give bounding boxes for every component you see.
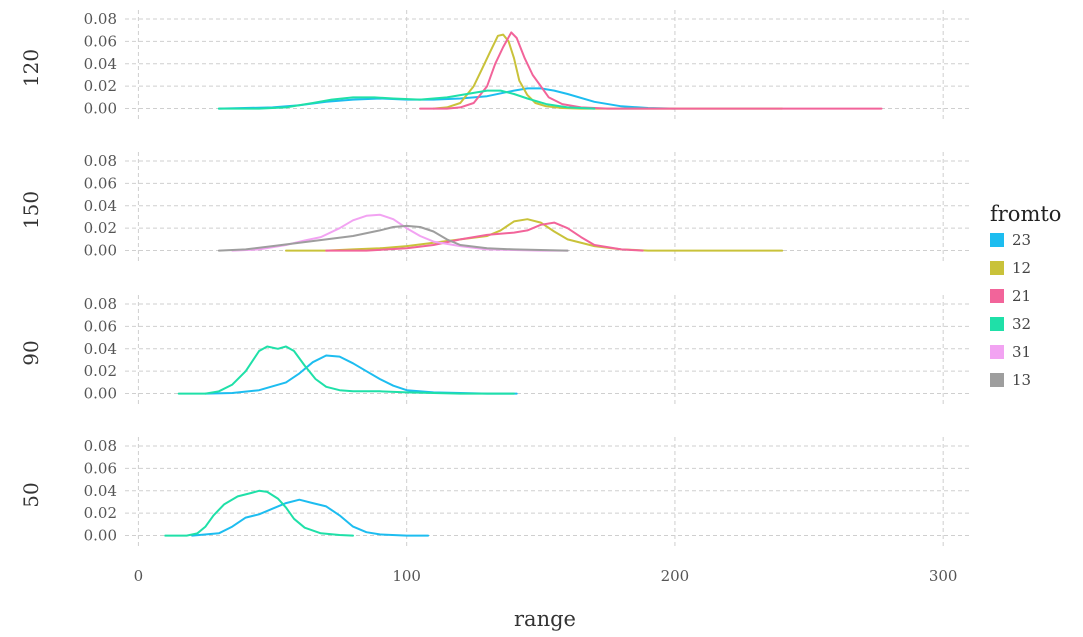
y-tick-label: 0.04	[84, 197, 117, 215]
legend: fromto 23 12 21 32 31 13	[990, 202, 1061, 389]
legend-swatch	[990, 233, 1004, 247]
y-tick-label: 0.04	[84, 55, 117, 73]
series-line-31	[231, 213, 569, 252]
series-line-32	[177, 345, 515, 395]
y-tick-label: 0.06	[84, 32, 117, 50]
y-tick-label: 0.08	[84, 295, 117, 313]
series-line-23	[191, 498, 430, 537]
legend-item-31: 31	[990, 343, 1031, 361]
facet-label: 50	[19, 482, 43, 507]
y-tick-label: 0.00	[84, 385, 117, 403]
y-tick-label: 0.08	[84, 152, 117, 170]
legend-item-23: 23	[990, 231, 1031, 249]
legend-label: 32	[1012, 315, 1031, 333]
legend-item-12: 12	[990, 259, 1031, 277]
facet-label: 150	[19, 191, 43, 229]
facet-panel-120: 0.00 0.02 0.04 0.06 0.08 120	[19, 10, 970, 122]
series-line-32	[164, 489, 354, 537]
series-line-23	[217, 87, 676, 110]
x-axis-title: range	[514, 607, 576, 631]
y-tick-label: 0.08	[84, 10, 117, 28]
legend-label: 31	[1012, 343, 1031, 361]
legend-swatch	[990, 317, 1004, 331]
legend-label: 12	[1012, 259, 1031, 277]
x-tick-label: 300	[929, 567, 958, 585]
y-tick-label: 0.02	[84, 362, 117, 380]
y-tick-label: 0.08	[84, 437, 117, 455]
legend-label: 13	[1012, 371, 1031, 389]
legend-title: fromto	[990, 202, 1061, 226]
x-tick-label: 0	[134, 567, 144, 585]
facet-panel-150: 0.00 0.02 0.04 0.06 0.08 150	[19, 152, 970, 264]
y-tick-label: 0.06	[84, 174, 117, 192]
y-tick-label: 0.00	[84, 527, 117, 545]
legend-items: 23 12 21 32 31 13	[990, 231, 1031, 389]
y-tick-label: 0.04	[84, 482, 117, 500]
legend-swatch	[990, 373, 1004, 387]
series-line-12	[432, 33, 784, 110]
x-tick-label: 100	[392, 567, 421, 585]
y-tick-label: 0.02	[84, 504, 117, 522]
facet-label: 120	[19, 49, 43, 87]
y-tick-label: 0.00	[84, 100, 117, 118]
legend-item-21: 21	[990, 287, 1031, 305]
x-tick-label: 200	[661, 567, 690, 585]
facet-label: 90	[19, 340, 43, 365]
legend-label: 23	[1012, 231, 1031, 249]
y-tick-label: 0.02	[84, 219, 117, 237]
series-line-32	[217, 89, 596, 110]
legend-item-32: 32	[990, 315, 1031, 333]
facet-panel-50: 0.00 0.02 0.04 0.06 0.08 50	[19, 437, 970, 549]
legend-item-13: 13	[990, 371, 1031, 389]
facet-panel-90: 0.00 0.02 0.04 0.06 0.08 90	[19, 295, 970, 407]
y-tick-label: 0.06	[84, 317, 117, 335]
series-line-13	[217, 224, 569, 252]
y-tick-label: 0.02	[84, 77, 117, 95]
legend-label: 21	[1012, 287, 1031, 305]
legend-swatch	[990, 289, 1004, 303]
legend-swatch	[990, 345, 1004, 359]
legend-swatch	[990, 261, 1004, 275]
series-line-21	[325, 221, 644, 252]
y-tick-label: 0.00	[84, 242, 117, 260]
series-line-21	[419, 31, 883, 110]
x-axis: 0 100 200 300	[134, 567, 958, 585]
y-tick-label: 0.06	[84, 459, 117, 477]
y-tick-label: 0.04	[84, 340, 117, 358]
facet-panels: 0.000.020.040.060.081200.000.020.040.060…	[19, 10, 970, 549]
